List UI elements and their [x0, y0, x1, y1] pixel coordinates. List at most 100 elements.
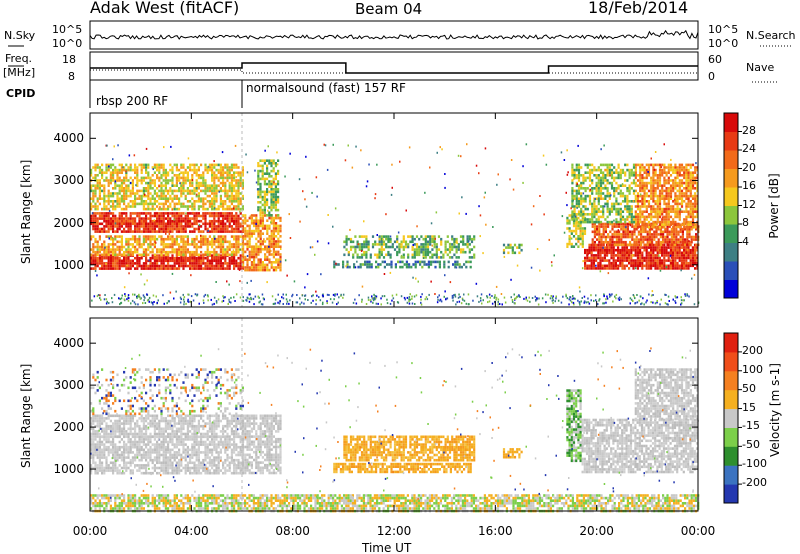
cpid-label: CPID	[6, 87, 36, 100]
velocity-colorbar-seg-2	[724, 446, 738, 466]
velocity-region-4	[333, 462, 472, 474]
velocity-region-1	[90, 414, 244, 438]
velocity-scatter	[90, 347, 699, 500]
velocity-ytick-label-3: 4000	[53, 336, 84, 351]
velocity-region-0	[90, 435, 244, 475]
velocity-colorbar-frame	[723, 332, 739, 504]
power-colorbar-seg-5	[724, 187, 738, 206]
power-region-1	[90, 235, 244, 257]
power-region-12	[634, 163, 699, 229]
freq-unit: [MHz]	[3, 66, 36, 79]
radar-title: Adak West (fitACF)	[90, 0, 240, 17]
power-colorbar-ticklabel-3: 16	[742, 179, 756, 192]
nave-tick-bottom: 0	[708, 70, 715, 83]
velocity-colorbar-ticklabel-4: -15	[742, 419, 760, 433]
beam-label: Beam 04	[355, 0, 423, 18]
xtick-label-0: 00:00	[72, 524, 108, 538]
velocity-colorbar-seg-6	[724, 370, 738, 391]
velocity-region-7	[566, 389, 582, 463]
velocity-colorbar-ticklabel-1: 100	[742, 362, 763, 376]
xtick-label-5: 20:00	[579, 524, 614, 538]
power-region-8	[502, 243, 523, 255]
power-ylabel: Slant Range [km]	[19, 159, 33, 264]
power-colorbar-seg-6	[724, 168, 738, 188]
power-region-2	[90, 212, 244, 233]
nave-trace	[90, 69, 698, 74]
power-region-5	[257, 159, 280, 217]
velocity-ylabel: Slant Range [km]	[19, 363, 33, 468]
cpid-segment-2: normalsound (fast) 157 RF	[246, 81, 406, 95]
velocity-ytick-label-2: 3000	[53, 378, 84, 393]
velocity-colorbar-ticklabel-7: -200	[742, 476, 767, 490]
velocity-colorbar-seg-0	[724, 484, 738, 504]
velocity-ytick-label-1: 2000	[53, 420, 84, 435]
noise-panel-frame	[89, 20, 699, 50]
power-colorbar-ticklabel-1: 24	[742, 142, 756, 155]
power-colorbar-ticklabel-4: 12	[742, 197, 756, 211]
power-ytick-label-0: 1000	[53, 257, 84, 272]
power-region-6	[333, 260, 472, 269]
xtick-label-2: 08:00	[275, 524, 310, 538]
xaxis-label: Time UT	[362, 541, 412, 554]
power-region-4	[242, 214, 282, 272]
velocity-colorbar-ticklabel-0: 200	[742, 343, 763, 357]
power-region-7	[343, 235, 476, 259]
frequency-trace	[90, 62, 698, 74]
power-colorbar-seg-7	[724, 150, 738, 169]
velocity-colorbar-seg-5	[724, 389, 738, 410]
power-colorbar-seg-4	[724, 205, 738, 225]
cpid-segment-1: rbsp 200 RF	[96, 94, 169, 108]
velocity-region-5	[343, 435, 476, 462]
freq-tick-top: 18	[62, 53, 76, 66]
velocity-colorbar-seg-3	[724, 427, 738, 447]
velocity-colorbar-seg-7	[724, 351, 738, 372]
xtick-label-3: 12:00	[376, 524, 412, 538]
velocity-colorbar-ticklabel-5: -50	[742, 438, 760, 452]
velocity-ytick-label-0: 1000	[53, 462, 84, 477]
power-region-3	[90, 163, 244, 211]
power-scatter	[91, 143, 700, 306]
nave-label: Nave	[746, 61, 775, 74]
nsearch-label: N.Search	[746, 29, 796, 42]
power-colorbar-seg-1	[724, 261, 738, 280]
xtick-label-6: 00:00	[680, 524, 716, 538]
velocity-region-2	[90, 368, 244, 416]
velocity-colorbar-ticklabel-6: -100	[742, 457, 767, 471]
power-ytick-label-1: 2000	[53, 215, 84, 230]
power-colorbar-ticklabel-6: 4	[742, 234, 749, 248]
velocity-region-9	[634, 368, 699, 421]
velocity-region-6	[502, 448, 523, 459]
power-colorbar-label: Power [dB]	[767, 173, 781, 239]
velocity-colorbar-label: Velocity [m s-1]	[768, 363, 782, 457]
power-ytick-label-2: 3000	[53, 173, 84, 188]
freq-tick-bottom: 8	[68, 70, 75, 83]
nave-tick-top: 60	[708, 53, 722, 66]
power-region-0	[90, 254, 244, 270]
power-colorbar-seg-2	[724, 242, 738, 262]
velocity-region-3	[242, 414, 282, 475]
power-region-10	[584, 243, 699, 270]
velocity-colorbar-seg-4	[724, 408, 738, 428]
power-colorbar-ticklabel-0: 28	[742, 123, 756, 137]
power-colorbar-seg-3	[724, 224, 738, 243]
nsky-label: N.Sky	[4, 29, 36, 42]
noise-tick-top-right: 10^5	[708, 23, 739, 36]
velocity-colorbar-seg-8	[724, 333, 738, 353]
noise-tick-bottom-left: 10^0	[52, 37, 83, 50]
date-label: 18/Feb/2014	[588, 0, 689, 17]
noise-tick-bottom-right: 10^0	[708, 37, 739, 50]
freq-label: Freq.	[5, 52, 33, 65]
power-colorbar-seg-9	[724, 113, 738, 132]
power-colorbar-seg-8	[724, 131, 738, 151]
power-colorbar-ticklabel-2: 20	[742, 160, 756, 174]
velocity-colorbar-seg-1	[724, 465, 738, 485]
xtick-label-4: 16:00	[478, 524, 513, 538]
noise-tick-top-left: 10^5	[52, 23, 83, 36]
velocity-colorbar-ticklabel-3: 15	[742, 400, 756, 414]
power-colorbar-ticklabel-5: 8	[742, 216, 749, 229]
power-colorbar-seg-0	[724, 279, 738, 299]
power-ytick-label-3: 4000	[53, 131, 84, 146]
noise-sky-trace	[89, 29, 699, 40]
